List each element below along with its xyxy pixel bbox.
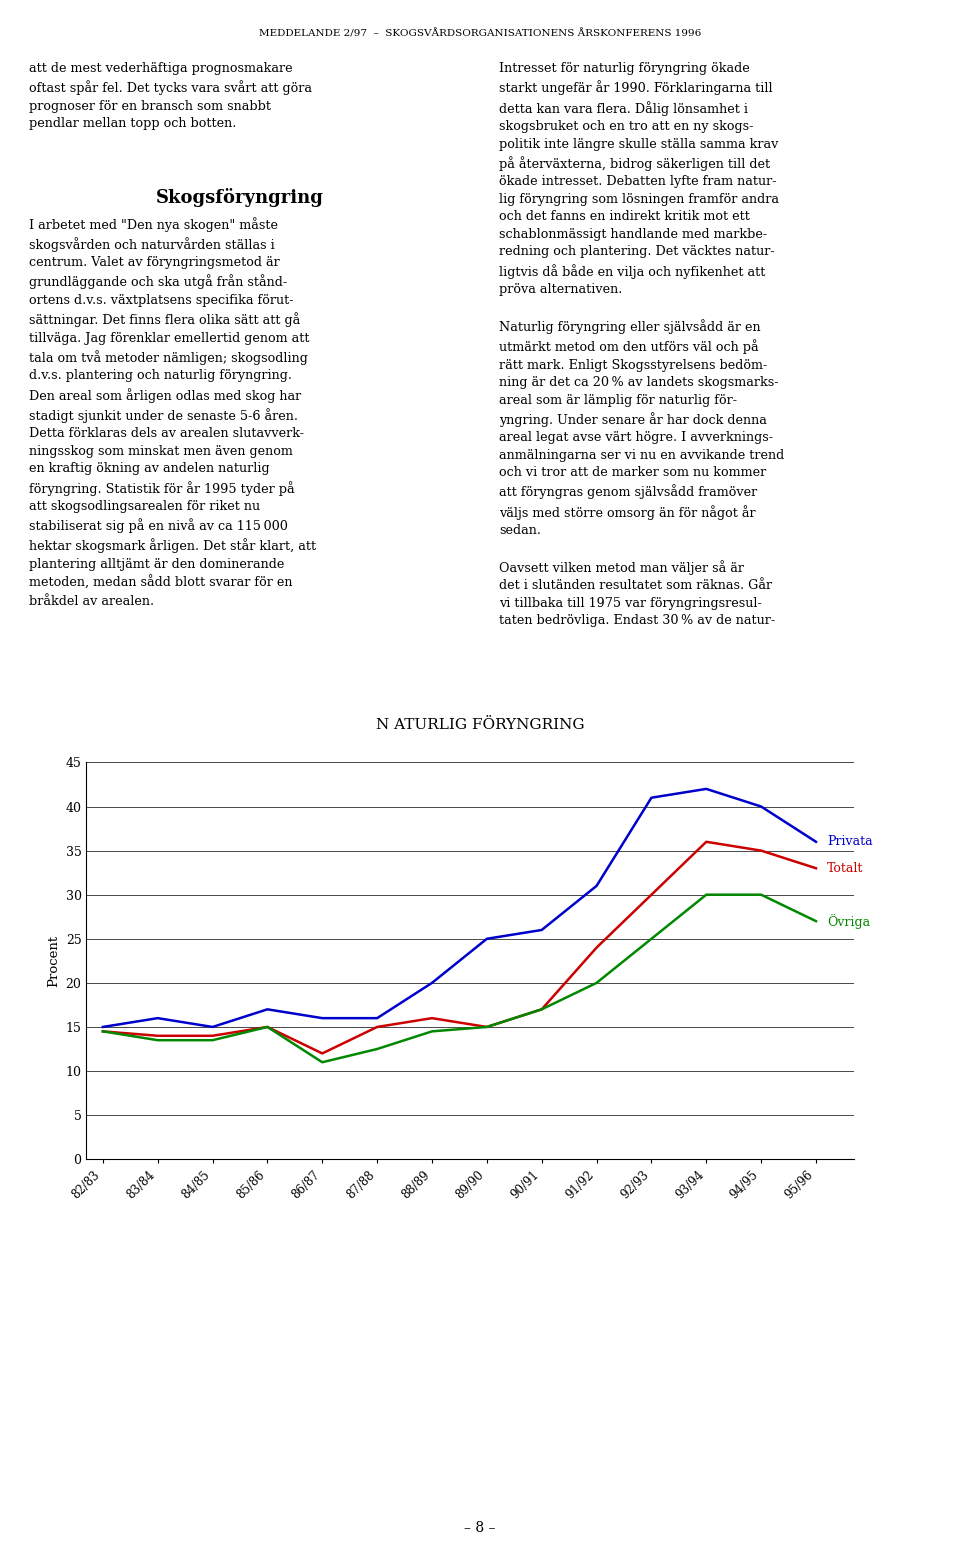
- Y-axis label: Procent: Procent: [47, 935, 60, 987]
- Text: N ATURLIG FÖRYNGRING: N ATURLIG FÖRYNGRING: [375, 719, 585, 731]
- Text: Privata: Privata: [827, 836, 873, 848]
- Text: Skogsföryngring: Skogsföryngring: [156, 188, 324, 207]
- Text: – 8 –: – 8 –: [465, 1522, 495, 1534]
- Text: I arbetet med "Den nya skogen" måste
skogsvården och naturvården ställas i
centr: I arbetet med "Den nya skogen" måste sko…: [29, 216, 316, 607]
- Text: att de mest vederhäftiga prognosmakare
oftast spår fel. Det tycks vara svårt att: att de mest vederhäftiga prognosmakare o…: [29, 62, 312, 131]
- Text: MEDDELANDE 2/97  –  SKOGSVÅRDSORGANISATIONENS ÅRSKONFERENS 1996: MEDDELANDE 2/97 – SKOGSVÅRDSORGANISATION…: [259, 30, 701, 39]
- Text: Totalt: Totalt: [827, 862, 863, 874]
- Text: Övriga: Övriga: [827, 913, 870, 929]
- Text: Intresset för naturlig föryngring ökade
starkt ungefär år 1990. Förklaringarna t: Intresset för naturlig föryngring ökade …: [499, 62, 784, 627]
